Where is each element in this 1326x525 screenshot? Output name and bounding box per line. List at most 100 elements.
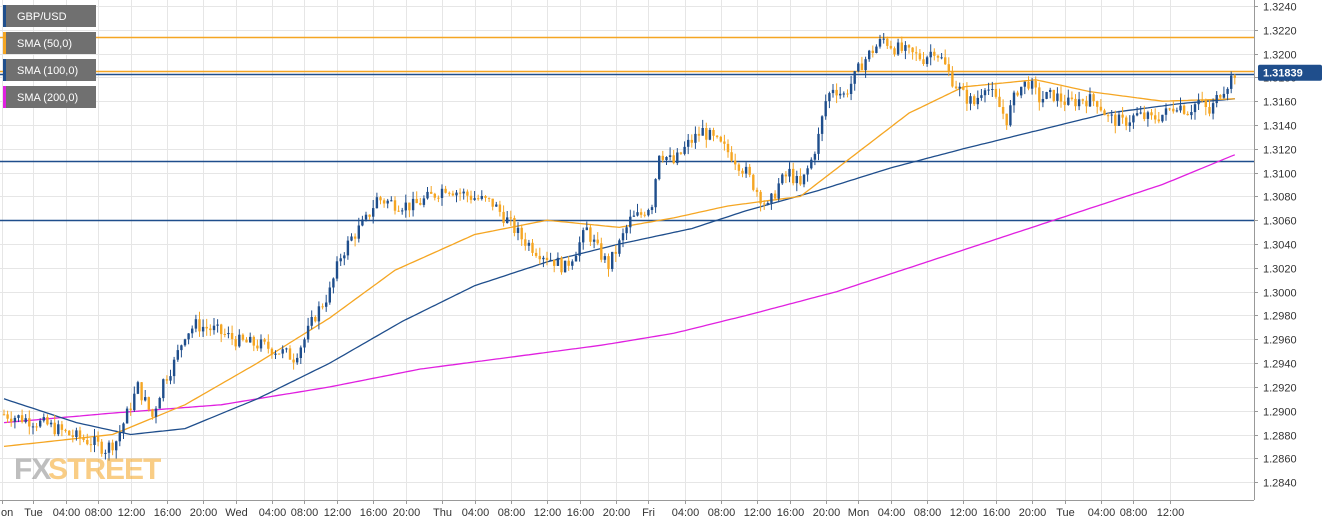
candle-body — [1164, 108, 1168, 115]
candle-body — [980, 95, 983, 98]
x-tick-label: 12:00 — [1157, 507, 1185, 519]
candle-body — [1222, 93, 1226, 98]
candle-body — [1016, 92, 1019, 96]
candle-body — [335, 261, 339, 279]
candle-body — [440, 188, 444, 198]
candle-body — [524, 239, 527, 246]
candle-body — [314, 317, 317, 322]
candle-body — [784, 174, 788, 177]
candle-body — [846, 93, 849, 95]
y-tick-label: 1.3060 — [1263, 216, 1297, 228]
candle-body — [1132, 115, 1135, 123]
y-tick-label: 1.2920 — [1263, 383, 1297, 395]
candle-body — [828, 93, 831, 102]
candle-body — [270, 348, 274, 355]
candle-body — [1027, 81, 1030, 89]
candle-body — [940, 57, 943, 59]
candle-body — [770, 193, 773, 203]
candle-body — [477, 198, 480, 200]
watermark-part1: FX — [14, 453, 51, 486]
candle-body — [839, 93, 842, 96]
candle-body — [495, 204, 498, 207]
candle-body — [1215, 95, 1218, 104]
candle-body — [310, 317, 313, 326]
candle-body — [520, 227, 523, 240]
candle-body — [1110, 114, 1113, 116]
candle-body — [792, 168, 795, 184]
candle-body — [752, 174, 755, 190]
candle-body — [1012, 92, 1016, 106]
candle-body — [274, 353, 277, 355]
legend-box — [3, 86, 96, 108]
candle-body — [1179, 105, 1182, 111]
candle-body — [1197, 99, 1200, 105]
legend-item[interactable]: SMA (200,0) — [3, 86, 96, 108]
candle-body — [82, 438, 85, 440]
candle-body — [2, 414, 6, 416]
x-tick-label: 20:00 — [190, 507, 218, 519]
candle-body — [1005, 113, 1008, 126]
candle-body — [216, 324, 219, 326]
candle-body — [860, 63, 864, 71]
x-tick-label: 12:00 — [744, 507, 772, 519]
candle-body — [958, 86, 961, 89]
candle-body — [1211, 103, 1215, 114]
candle-body — [578, 242, 581, 256]
candle-body — [17, 415, 20, 418]
candle-body — [455, 192, 458, 196]
candle-body — [408, 202, 411, 211]
candle-body — [1182, 105, 1186, 114]
candle-body — [556, 257, 560, 266]
candle-body — [611, 251, 614, 269]
candle-body — [983, 90, 987, 96]
last-price-label: 1.31839 — [1263, 68, 1303, 80]
candle-body — [1063, 101, 1066, 105]
candle-body — [263, 339, 266, 342]
candle-body — [317, 306, 321, 322]
x-tick-label: 12:00 — [324, 507, 352, 519]
candle-body — [1114, 114, 1117, 126]
candle-body — [907, 45, 911, 48]
candle-body — [180, 345, 183, 351]
candle-body — [296, 357, 299, 363]
candle-body — [705, 128, 708, 140]
candle-body — [86, 440, 89, 445]
candle-body — [1009, 105, 1012, 126]
candle-body — [1020, 86, 1023, 96]
legend-item[interactable]: SMA (100,0) — [3, 59, 96, 81]
candle-body — [419, 203, 422, 205]
candle-body — [687, 139, 690, 147]
candle-body — [676, 152, 679, 164]
candle-body — [104, 452, 107, 454]
candle-body — [303, 339, 306, 348]
candle-body — [1034, 80, 1037, 88]
candle-body — [386, 200, 389, 204]
legend-color-swatch — [3, 86, 6, 108]
candle-body — [947, 64, 950, 72]
candle-body — [1193, 104, 1197, 113]
candle-body — [976, 97, 979, 105]
x-tick-label: 08:00 — [85, 507, 113, 519]
candle-body — [96, 436, 100, 442]
candle-body — [889, 45, 893, 49]
candle-body — [1135, 113, 1139, 116]
candle-body — [690, 139, 693, 143]
candle-body — [647, 210, 650, 216]
candle-body — [28, 418, 31, 427]
candle-body — [748, 166, 751, 175]
x-tick-label: 08:00 — [914, 507, 942, 519]
candle-body — [321, 306, 324, 308]
legend-item[interactable]: GBP/USD — [3, 5, 96, 27]
candle-body — [325, 302, 328, 307]
candle-body — [484, 196, 487, 198]
candle-body — [448, 192, 451, 194]
candle-body — [571, 261, 574, 266]
candle-body — [730, 152, 733, 161]
candle-body — [824, 101, 827, 117]
candle-body — [350, 236, 353, 241]
candle-body — [100, 441, 103, 454]
candle-body — [364, 214, 368, 220]
legend-item[interactable]: SMA (50,0) — [3, 32, 96, 54]
